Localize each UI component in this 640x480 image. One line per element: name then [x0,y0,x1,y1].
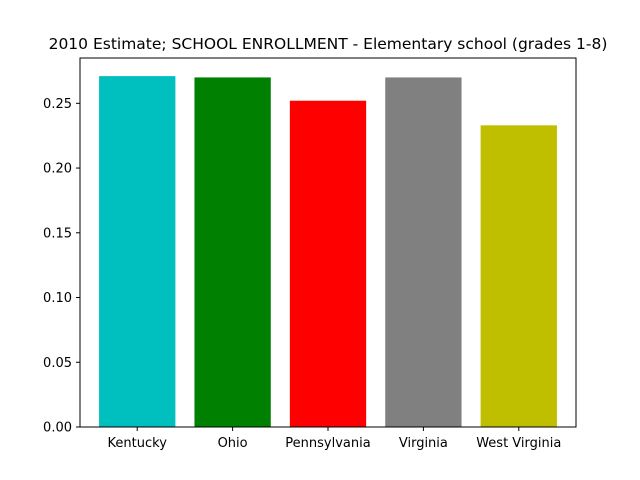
x-tick-label: West Virginia [476,436,561,451]
y-tick-label: 0.15 [43,226,72,241]
bar-kentucky [99,76,176,427]
bar-ohio [194,77,271,427]
y-tick-label: 0.20 [43,162,72,177]
x-tick-label: Ohio [218,436,248,451]
x-tick-label: Kentucky [108,436,168,451]
x-tick-label: Pennsylvania [285,436,370,451]
bar-west-virginia [480,125,557,427]
y-tick-label: 0.05 [43,356,72,371]
plot-frame [79,57,577,428]
y-axis: 0.00 0.05 0.10 0.15 0.20 0.25 [43,97,80,436]
bar-virginia [385,77,462,427]
y-tick-label: 0.10 [43,291,72,306]
x-tick-label: Virginia [399,436,448,451]
y-tick-label: 0.25 [43,97,72,112]
bar-pennsylvania [289,100,367,427]
chart-title: 2010 Estimate; SCHOOL ENROLLMENT - Eleme… [49,35,608,53]
y-tick-label: 0.00 [43,421,72,436]
x-axis: Kentucky Ohio Pennsylvania Virginia West… [108,427,561,451]
bars-group [99,76,557,427]
